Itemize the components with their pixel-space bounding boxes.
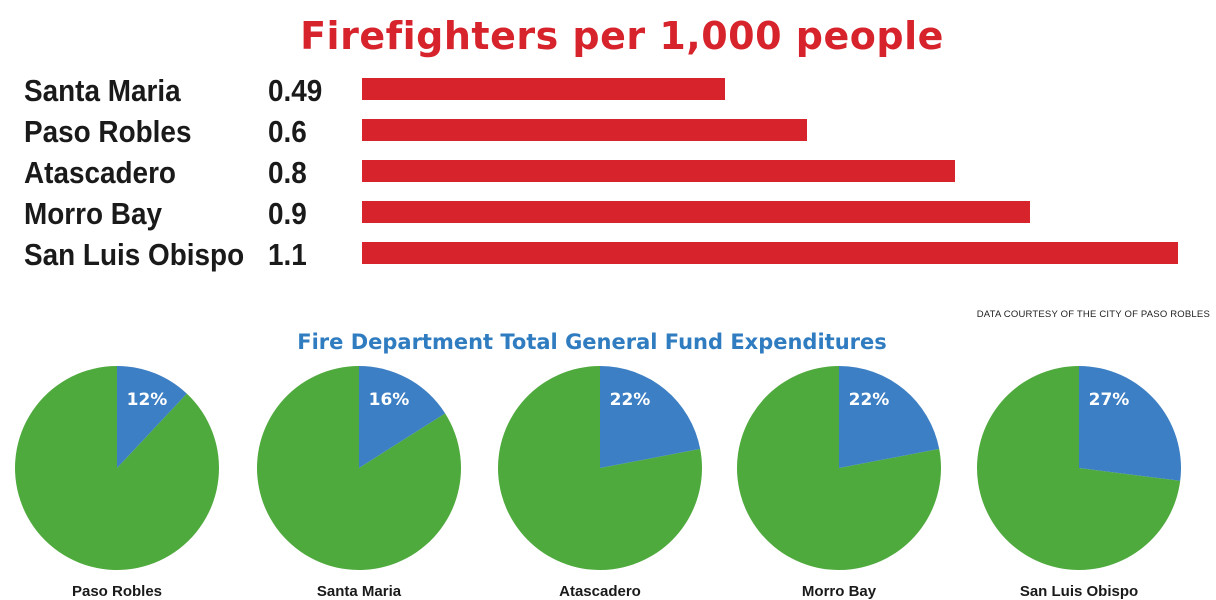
pie-percent-label: 16%	[369, 390, 410, 410]
pie-chart: 12% Paso Robles	[15, 366, 220, 600]
pie-slice-fire	[1079, 366, 1181, 481]
bar-category-label: San Luis Obispo	[24, 237, 245, 272]
pie-slice-fire	[839, 366, 940, 468]
bar	[362, 160, 956, 182]
pie-percent-label: 22%	[849, 390, 890, 410]
pie-slice-other	[15, 366, 220, 570]
pie-slice-fire	[117, 366, 187, 468]
pie-slice-other	[737, 366, 941, 570]
pie-category-label: Paso Robles	[72, 583, 162, 600]
bar-category-label: Paso Robles	[24, 114, 192, 149]
pie-slice-other	[977, 366, 1181, 570]
bar	[362, 119, 808, 141]
pie-chart: 16% Santa Maria	[257, 366, 462, 600]
bar-value-label: 0.8	[268, 155, 307, 190]
pie-chart: 22% Atascadero	[498, 366, 702, 600]
pie-percent-label: 22%	[610, 390, 651, 410]
bar-chart-title: Firefighters per 1,000 people	[300, 14, 944, 58]
pie-category-label: San Luis Obispo	[1020, 583, 1138, 600]
pie-category-label: Morro Bay	[802, 583, 877, 600]
pie-category-label: Atascadero	[559, 583, 641, 600]
bar-category-label: Santa Maria	[24, 73, 181, 108]
pie-slice-fire	[359, 366, 446, 468]
bar	[362, 242, 1178, 264]
bar-category-label: Atascadero	[24, 155, 176, 190]
bar-value-label: 1.1	[268, 237, 307, 272]
pie-percent-label: 27%	[1089, 390, 1130, 410]
bar	[362, 201, 1030, 223]
bar-value-label: 0.6	[268, 114, 307, 149]
bar	[362, 78, 726, 100]
pie-category-label: Santa Maria	[317, 583, 402, 600]
pie-chart: 22% Morro Bay	[737, 366, 941, 600]
pie-slice-fire	[600, 366, 701, 468]
bar-value-label: 0.9	[268, 196, 307, 231]
bar-category-label: Morro Bay	[24, 196, 162, 231]
pie-charts-title: Fire Department Total General Fund Expen…	[297, 330, 887, 354]
pie-charts: 12% Paso Robles 16% Santa Maria 22% Atascader…	[15, 366, 1181, 600]
pie-chart: 27% San Luis Obispo	[977, 366, 1181, 600]
data-credit: DATA COURTESY OF THE CITY OF PASO ROBLES	[976, 309, 1210, 320]
bar-value-label: 0.49	[268, 73, 323, 108]
pie-percent-label: 12%	[127, 390, 168, 410]
